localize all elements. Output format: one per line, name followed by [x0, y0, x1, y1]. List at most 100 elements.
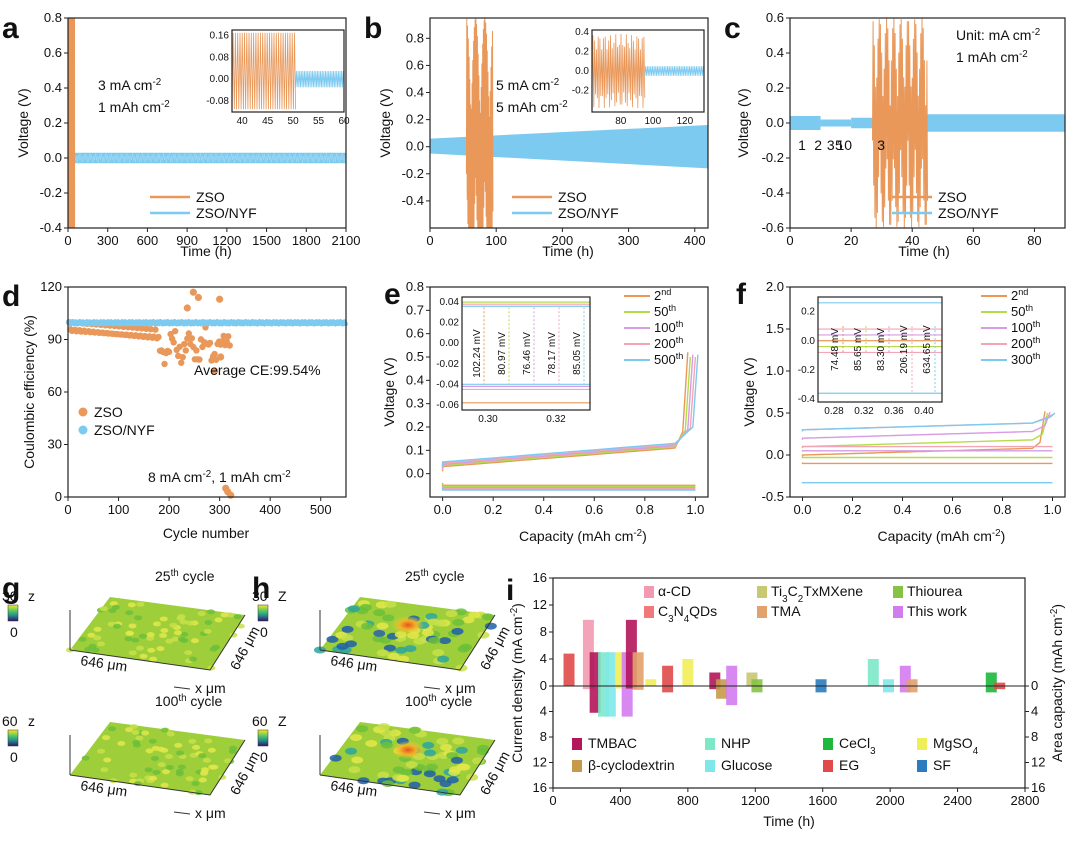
i-legend-part: TMBAC: [588, 735, 637, 751]
panel-g-cycle-part: 25: [155, 568, 171, 584]
panel-g-texture: [135, 735, 144, 741]
panel-g-texture: [208, 764, 217, 770]
discharge-curve: [801, 481, 1053, 484]
i-legend-swatch: [893, 586, 903, 598]
a-xlabel: Time (h): [180, 243, 232, 259]
panel-h-texture: [345, 747, 358, 755]
panel-g-texture: [125, 610, 134, 616]
panel-e-x-tick: 0.0: [434, 502, 452, 517]
panel-g-texture: [134, 615, 143, 621]
panel-g-texture: [174, 742, 183, 748]
panel-g-texture: [226, 612, 235, 618]
panel-h-zero: 0: [260, 749, 268, 765]
f-inset-xtick: 0.40: [914, 406, 934, 417]
area-capacity-bar: [899, 686, 911, 693]
zso-point: [196, 356, 203, 363]
panel-g-cycle-part: cycle: [187, 693, 223, 709]
i-legend-label: Ti3C2TxMXene: [771, 583, 863, 605]
b-x-tick: 400: [684, 233, 706, 248]
panel-g-texture: [177, 614, 186, 620]
panel-f-legend-label-part: th: [1033, 319, 1041, 329]
panel-g-texture: [132, 742, 141, 748]
panel-e-x-tick: 1.0: [686, 502, 704, 517]
panel-h-texture: [454, 608, 467, 616]
panel-g-texture: [220, 612, 229, 618]
panel-f-y-tick: 0.0: [766, 447, 784, 462]
panel-g-texture: [139, 653, 148, 659]
panel-g-texture: [130, 724, 139, 730]
zso-point: [216, 295, 224, 303]
current-density-bar: [726, 665, 738, 686]
a-y-tick: 0.0: [44, 150, 62, 165]
panel-g-texture: [111, 604, 120, 610]
panel-f-xlabel: Capacity (mAh cm-2): [878, 528, 1006, 545]
b-inset-xtick: 80: [615, 116, 627, 127]
i-y-tick: 8: [540, 624, 547, 639]
b-inset-ytick: 0.0: [575, 66, 589, 77]
panel-g-texture: [161, 769, 170, 775]
panel-h-texture: [381, 780, 394, 788]
discharge-curve: [801, 449, 1053, 452]
panel-h-cycle-part: cycle: [429, 568, 465, 584]
panel-f-legend-label: 50th: [1011, 303, 1033, 319]
current-density-bar: [906, 679, 918, 686]
b-legend-zso: ZSO: [558, 189, 587, 205]
f-overpotential: 206.19 mV: [899, 325, 910, 374]
current-density-bar: [598, 652, 610, 686]
panel-g-cycle: 25th cycle: [155, 568, 215, 585]
panel-h-texture: [408, 726, 421, 734]
panel-h-texture: [351, 756, 364, 764]
panel-g-texture: [131, 637, 140, 643]
panel-h-cycle: 100th cycle: [405, 693, 473, 710]
i-legend-part: NHP: [721, 735, 751, 751]
panel-g-texture: [191, 781, 200, 787]
panel-h-texture: [361, 622, 374, 630]
panel-h-texture: [376, 622, 389, 630]
panel-g-texture: [201, 767, 210, 773]
a-y-tick: -0.4: [40, 220, 62, 235]
d-rate-part: -2: [202, 469, 211, 480]
f-overpotential: 74.48 mV: [830, 328, 841, 371]
d-x-tick: 500: [310, 502, 332, 517]
panel-g-texture: [159, 632, 168, 638]
i-legend-swatch: [644, 606, 654, 618]
panel-h-texture: [350, 734, 363, 742]
panel-f-legend-label-part: th: [1033, 335, 1041, 345]
i-ylabel2: Area capacity (mAh cm-2): [1049, 604, 1066, 762]
panel-g-texture: [173, 630, 182, 636]
zso-point: [185, 330, 193, 337]
panel-g-texture: [78, 636, 87, 642]
f-inset-ytick: -0.4: [798, 394, 816, 405]
b-inset-nyf: [644, 66, 705, 76]
panel-h-texture: [455, 746, 468, 754]
panel-b: 0 100 200 300 400 -0.4 -0.2 0.0 0.2 0.4 0.6 0.8 Time…: [364, 12, 709, 259]
zso-point: [227, 491, 235, 499]
panel-h-colorbar: [257, 604, 269, 622]
i-legend-swatch: [917, 738, 927, 750]
b-x-tick: 300: [618, 233, 640, 248]
zso-line: [68, 18, 76, 228]
panel-d-frame: [67, 286, 347, 498]
a-panel-label: a: [2, 12, 19, 45]
panel-g-texture: [146, 632, 155, 638]
i-ylabel-part: -2: [509, 608, 520, 617]
panel-g-texture: [186, 620, 195, 626]
panel-f-legend-label-part: th: [1025, 303, 1033, 313]
area-capacity-bar: [716, 686, 728, 699]
i-legend-part: C: [658, 603, 668, 619]
panel-g-texture: [146, 635, 155, 641]
i-legend-swatch: [705, 738, 715, 750]
i-y-tick: 12: [533, 597, 547, 612]
panel-h-texture: [405, 761, 418, 769]
panel-i-frame: [552, 577, 1026, 789]
panel-h-texture: [373, 629, 386, 637]
a-inset-ytick: -0.08: [206, 96, 229, 107]
i-y-tick: 8: [540, 729, 547, 744]
i-y2-tick: 0: [1031, 678, 1038, 693]
panel-g-texture: [93, 626, 102, 632]
zso-point: [171, 327, 179, 335]
i-y-tick: 4: [540, 704, 547, 719]
i-xlabel: Time (h): [763, 813, 815, 829]
d-y-tick: 90: [48, 332, 62, 347]
panel-g-texture: [224, 758, 233, 764]
